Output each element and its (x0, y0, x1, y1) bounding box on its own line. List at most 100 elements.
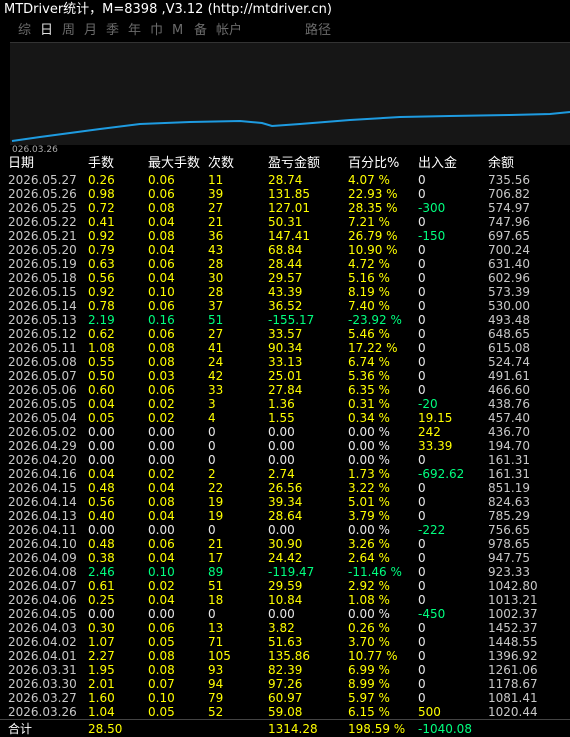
cell: 1.07 (88, 635, 115, 649)
cell: 90.34 (268, 341, 303, 355)
panel-title: MTDriver统计，M=8398 ,V3.12 (http://mtdrive… (4, 2, 332, 17)
cell: 0.04 (148, 243, 175, 257)
cell: 0.02 (148, 579, 175, 593)
tab[interactable]: 年 (128, 23, 142, 38)
cell: 0 (418, 677, 426, 691)
cell: 756.65 (488, 523, 530, 537)
total-pct: 198.59 % (348, 722, 406, 736)
cell: 0.06 (148, 257, 175, 271)
cell: 59.08 (268, 705, 303, 719)
cell: 2026.05.02 (8, 425, 77, 439)
cell: 0.78 (88, 299, 115, 313)
cell: 41 (208, 341, 224, 355)
cell: 2026.05.14 (8, 299, 77, 313)
tab[interactable]: 月 (84, 23, 98, 38)
cell: 0.04 (148, 551, 175, 565)
cell: 2026.04.10 (8, 537, 77, 551)
cell: 0 (418, 453, 426, 467)
cell: 13 (208, 621, 224, 635)
tab[interactable]: 综 (18, 23, 32, 38)
tab[interactable]: M (172, 23, 184, 38)
tab[interactable]: 备 (194, 23, 208, 38)
cell: 0.06 (148, 327, 175, 341)
cell: 0.10 (148, 691, 175, 705)
cell: 2.46 (88, 565, 115, 579)
cell: 0.00 % (348, 439, 390, 453)
cell: 0.05 (148, 705, 175, 719)
cell: 0.16 (148, 313, 175, 327)
cell: 0.00 % (348, 607, 390, 621)
tab[interactable]: 日 (40, 23, 54, 38)
cell: 2026.03.27 (8, 691, 77, 705)
cell: 0.03 (148, 369, 175, 383)
cell: 2026.04.15 (8, 481, 77, 495)
tab[interactable]: 帐户 (216, 23, 243, 38)
cell: 530.00 (488, 299, 530, 313)
cell: 22.93 % (348, 187, 398, 201)
cell: 0.08 (148, 355, 175, 369)
cell: 0.04 (148, 215, 175, 229)
tab[interactable]: 周 (62, 23, 76, 38)
cell: 0.62 (88, 327, 115, 341)
cell: 2026.04.02 (8, 635, 77, 649)
cell: 1.60 (88, 691, 115, 705)
separator (0, 719, 570, 720)
cell: 0 (418, 313, 426, 327)
cell: 6.35 % (348, 383, 390, 397)
cell: 93 (208, 663, 224, 677)
cell: 135.86 (268, 649, 310, 663)
cell: 2026.05.05 (8, 397, 77, 411)
cell: 0 (418, 495, 426, 509)
cell: 0 (418, 369, 426, 383)
cell: 0.41 (88, 215, 115, 229)
cell: 8.19 % (348, 285, 390, 299)
cell: 43.39 (268, 285, 303, 299)
cell: 22 (208, 481, 224, 495)
cell: 2026.05.20 (8, 243, 77, 257)
cell: 0.79 (88, 243, 115, 257)
cell: 978.65 (488, 537, 530, 551)
cell: 50.31 (268, 215, 303, 229)
cell: 242 (418, 425, 441, 439)
cell: 648.65 (488, 327, 530, 341)
cell: 602.96 (488, 271, 530, 285)
cell: 28 (208, 257, 224, 271)
cell: 0.06 (148, 383, 175, 397)
cell: 0 (208, 453, 216, 467)
cell: -23.92 % (348, 313, 402, 327)
cell: 0.26 % (348, 621, 390, 635)
cell: 2026.05.22 (8, 215, 77, 229)
cell: 105 (208, 649, 231, 663)
cell: 0 (418, 187, 426, 201)
cell: 0.00 (268, 439, 295, 453)
cell: 0.63 (88, 257, 115, 271)
cell: 0.08 (148, 201, 175, 215)
cell: 3 (208, 397, 216, 411)
cell: 2026.03.31 (8, 663, 77, 677)
cell: 0 (418, 649, 426, 663)
cell: 0.02 (148, 411, 175, 425)
cell: 574.97 (488, 201, 530, 215)
cell: 2026.04.01 (8, 649, 77, 663)
cell: 29.57 (268, 271, 303, 285)
cell: 10.90 % (348, 243, 398, 257)
cell: 0.00 (148, 439, 175, 453)
cell: 2026.04.13 (8, 509, 77, 523)
cell: -150 (418, 229, 446, 243)
column-header: 最大手数 (148, 156, 201, 171)
cell: 0 (208, 523, 216, 537)
cell: 3.26 % (348, 537, 390, 551)
cell: 2026.05.07 (8, 369, 77, 383)
cell: 28.64 (268, 509, 303, 523)
cell: 1.95 (88, 663, 115, 677)
cell: 42 (208, 369, 224, 383)
cell: 573.39 (488, 285, 530, 299)
cell: 1.08 % (348, 593, 390, 607)
tab[interactable]: 路径 (305, 23, 332, 38)
tab[interactable]: 季 (106, 23, 120, 38)
cell: 2026.04.20 (8, 453, 77, 467)
tab[interactable]: 巾 (150, 23, 164, 38)
cell: 24 (208, 355, 224, 369)
cell: 37 (208, 299, 224, 313)
cell: 2026.04.29 (8, 439, 77, 453)
